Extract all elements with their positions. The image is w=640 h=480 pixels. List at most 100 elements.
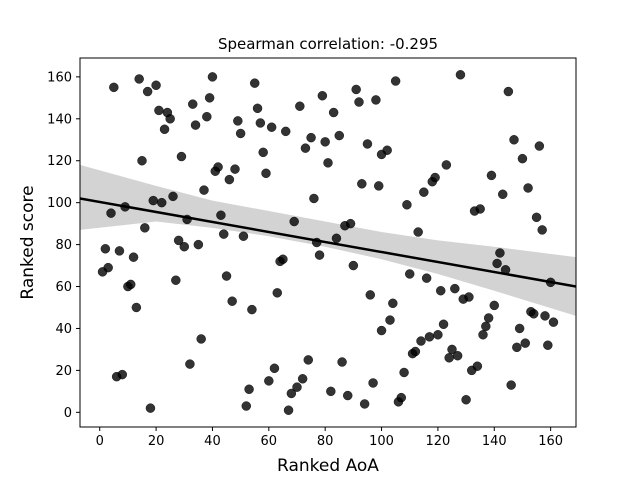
data-point [125, 279, 136, 290]
data-point [179, 241, 190, 252]
data-point [142, 86, 153, 97]
data-point [238, 231, 249, 241]
data-point [523, 183, 533, 193]
data-point [145, 403, 156, 413]
data-point [207, 72, 218, 82]
data-point [345, 218, 356, 229]
x-tick-label: 120 [425, 434, 450, 449]
data-point [128, 252, 139, 262]
data-point [376, 325, 387, 336]
data-point [266, 122, 277, 132]
data-point [517, 153, 528, 164]
data-point [334, 130, 345, 141]
data-point [495, 248, 505, 258]
data-point [241, 401, 252, 411]
x-axis-label: Ranked AoA [277, 456, 379, 476]
data-point [230, 164, 240, 174]
data-point [410, 346, 421, 357]
data-point [492, 258, 502, 269]
x-tick-label: 20 [148, 434, 165, 449]
y-tick-label: 80 [55, 238, 72, 253]
data-point [537, 225, 547, 235]
data-point [224, 174, 235, 185]
data-point [165, 114, 175, 124]
data-point [258, 147, 268, 158]
data-point [278, 254, 288, 265]
data-point [151, 80, 161, 91]
data-point [503, 86, 514, 97]
data-point [117, 369, 128, 380]
data-point [252, 103, 263, 114]
regression-line [80, 197, 576, 288]
data-points-layer [97, 70, 559, 415]
data-point [354, 97, 364, 107]
data-point [540, 311, 550, 321]
data-point [337, 357, 347, 367]
data-point [314, 250, 325, 260]
data-point [109, 82, 119, 93]
data-point [534, 141, 545, 151]
data-point [289, 216, 299, 227]
data-point [204, 93, 215, 103]
data-point [173, 235, 184, 246]
data-point [218, 229, 229, 239]
data-point [373, 181, 384, 191]
data-point [382, 145, 392, 155]
data-point [221, 271, 232, 281]
data-point [140, 223, 150, 233]
data-point [300, 143, 311, 153]
data-point [404, 269, 415, 279]
data-point [528, 309, 539, 319]
data-point [368, 378, 378, 388]
data-point [390, 76, 401, 86]
data-point [106, 208, 116, 218]
data-point [421, 273, 432, 283]
data-point [303, 355, 314, 365]
data-point [187, 99, 198, 109]
data-point [455, 70, 466, 80]
y-tick-label: 100 [47, 196, 72, 211]
data-point [148, 195, 159, 206]
data-point [216, 210, 226, 220]
y-tick-label: 120 [47, 154, 72, 169]
data-point [438, 319, 449, 330]
data-point [176, 151, 187, 162]
data-point [450, 283, 460, 294]
data-point [280, 126, 291, 137]
data-point [134, 74, 144, 84]
data-point [328, 107, 339, 118]
y-tick-label: 160 [47, 70, 72, 85]
data-point [326, 386, 336, 397]
data-point [486, 170, 497, 181]
data-point [247, 304, 257, 315]
regression-line-layer [80, 197, 576, 288]
data-point [509, 135, 519, 145]
data-point [154, 105, 164, 116]
data-point [402, 200, 412, 210]
x-tick-label: 40 [204, 434, 221, 449]
data-point [365, 290, 376, 300]
data-point [131, 302, 142, 313]
data-point [185, 359, 195, 369]
data-point [295, 101, 305, 111]
data-point [531, 212, 542, 223]
data-point [475, 204, 485, 214]
y-tick-label: 20 [55, 364, 72, 379]
data-point [233, 116, 243, 126]
data-point [306, 132, 316, 143]
data-point [371, 95, 381, 105]
data-point [548, 317, 559, 327]
x-tick-label: 100 [369, 434, 394, 449]
data-point [272, 288, 283, 298]
data-point [320, 137, 330, 147]
data-point [413, 227, 423, 237]
x-tick-label: 80 [317, 434, 334, 449]
data-point [255, 118, 266, 128]
data-point [269, 363, 280, 374]
data-point [435, 285, 446, 296]
data-point [514, 323, 525, 334]
y-tick-label: 0 [64, 406, 72, 421]
data-point [359, 399, 370, 409]
data-point [416, 336, 426, 346]
data-point [342, 390, 353, 401]
